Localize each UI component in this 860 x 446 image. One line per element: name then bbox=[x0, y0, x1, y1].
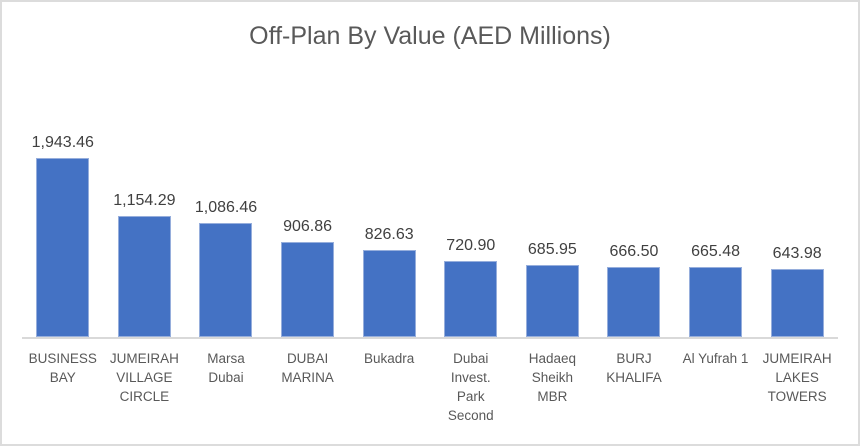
bar bbox=[607, 267, 661, 337]
bar-column: 720.90 bbox=[430, 133, 512, 337]
bar-column: 1,943.46 bbox=[22, 133, 104, 337]
data-label: 685.95 bbox=[527, 241, 577, 258]
category-label: BUSINESS BAY bbox=[28, 351, 97, 385]
category-label: DUBAI MARINA bbox=[281, 351, 334, 385]
category-label: Dubai Invest. Park Second bbox=[447, 351, 494, 423]
bar-column: 826.63 bbox=[348, 133, 430, 337]
category-label: JUMEIRAH LAKES TOWERS bbox=[762, 351, 832, 404]
data-label: 1,086.46 bbox=[194, 199, 258, 216]
bar-column: 1,086.46 bbox=[185, 133, 267, 337]
data-label: 1,943.46 bbox=[31, 134, 94, 151]
category-label: Bukadra bbox=[364, 351, 415, 366]
bar bbox=[36, 158, 90, 337]
bar bbox=[444, 261, 498, 337]
category-label: Al Yufrah 1 bbox=[682, 351, 749, 366]
bar bbox=[117, 215, 171, 337]
data-label: 906.86 bbox=[283, 217, 333, 235]
bar-column: 906.86 bbox=[267, 133, 349, 337]
bar bbox=[770, 269, 824, 337]
data-label: 643.98 bbox=[772, 245, 822, 263]
bar-column: 643.98 bbox=[756, 133, 838, 337]
data-label: 826.63 bbox=[364, 226, 414, 244]
chart-title: Off-Plan By Value (AED Millions) bbox=[249, 22, 611, 50]
x-axis-labels: BUSINESS BAY JUMEIRAH VILLAGE CIRCLE Marsa… bbox=[22, 349, 838, 425]
category-label: Marsa Dubai bbox=[207, 351, 245, 385]
x-axis-line bbox=[22, 337, 838, 339]
bar-column: 685.95 bbox=[512, 133, 594, 337]
data-label: 1,154.29 bbox=[113, 191, 176, 209]
data-label: 665.48 bbox=[691, 243, 741, 261]
bar bbox=[281, 241, 335, 337]
bar bbox=[689, 267, 743, 337]
bar bbox=[525, 265, 579, 337]
data-label: 666.50 bbox=[609, 243, 659, 260]
bar bbox=[362, 250, 416, 337]
data-label: 720.90 bbox=[446, 237, 496, 255]
plot-area: 1,943.46 1,154.29 1,086.46 906.86 826.63 720.… bbox=[22, 133, 838, 337]
category-label: Hadaeq Sheikh MBR bbox=[528, 351, 576, 404]
category-label: BURJ KHALIFA bbox=[606, 351, 662, 385]
bar-column: 666.50 bbox=[593, 133, 675, 337]
bar-column: 1,154.29 bbox=[104, 133, 186, 337]
bar bbox=[199, 223, 253, 337]
bar-column: 665.48 bbox=[675, 133, 757, 337]
category-label: JUMEIRAH VILLAGE CIRCLE bbox=[109, 351, 179, 404]
